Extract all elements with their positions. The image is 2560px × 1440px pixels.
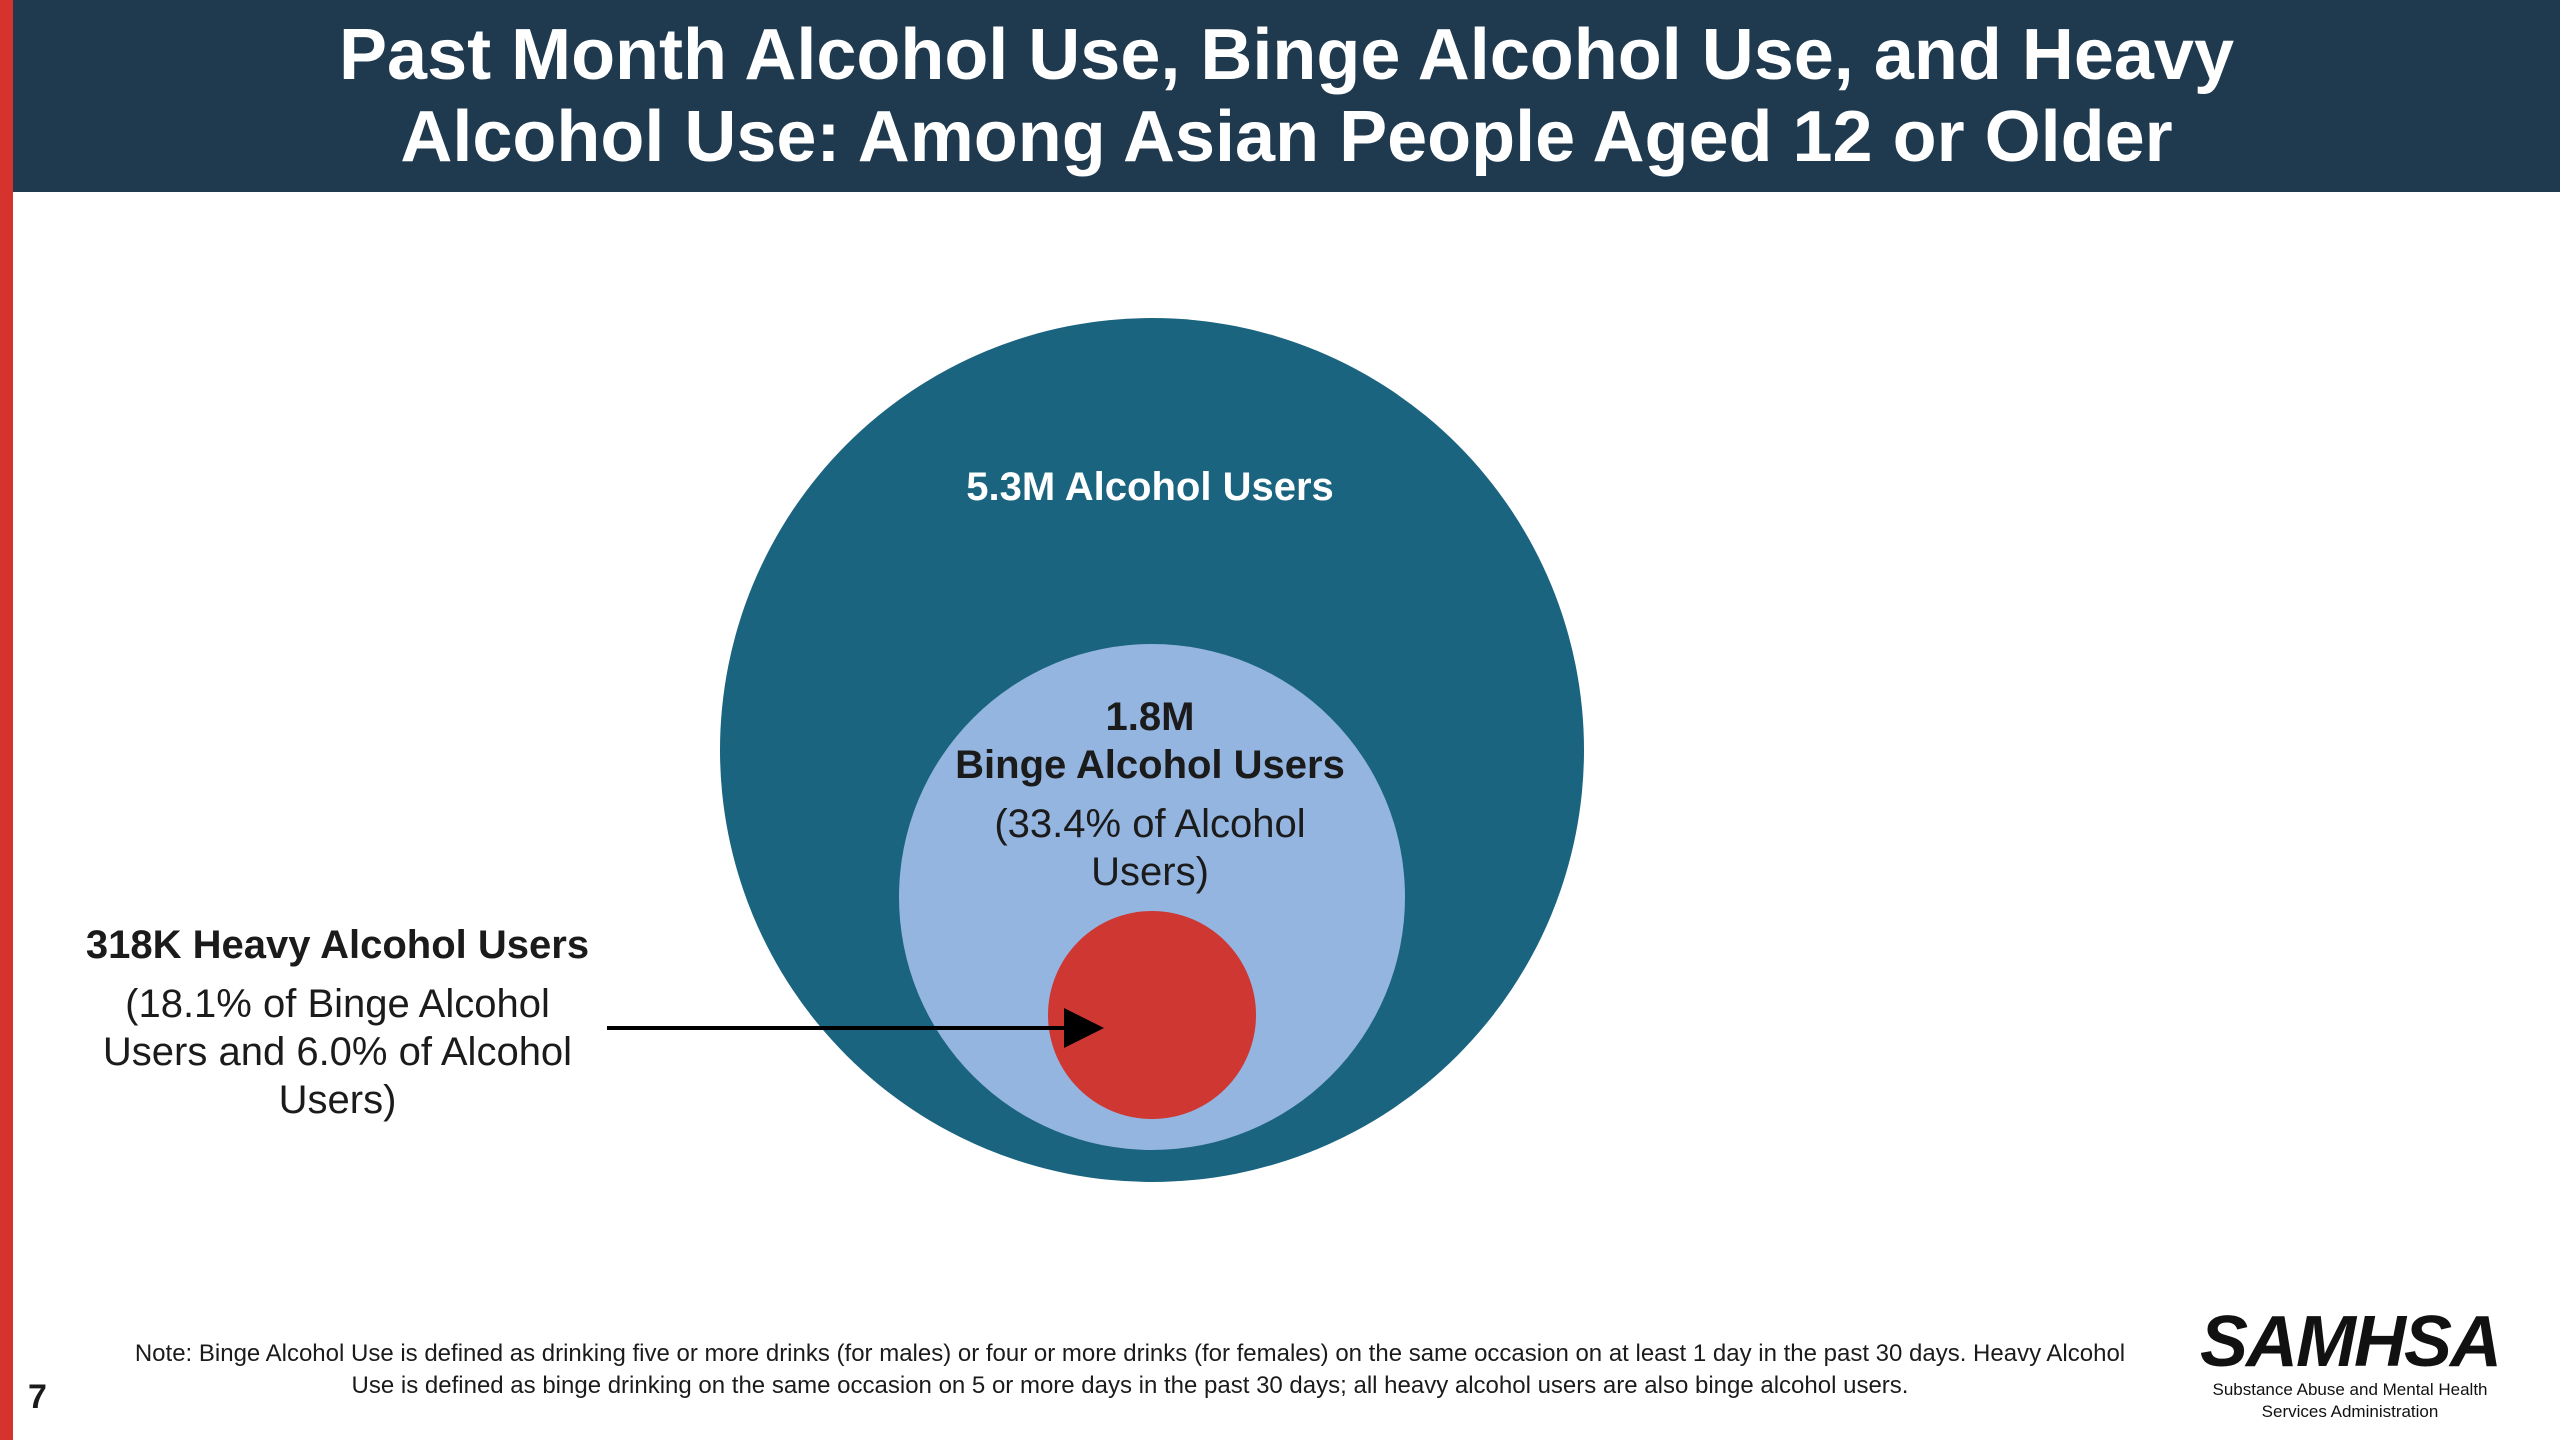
samhsa-logo: SAMHSA Substance Abuse and Mental Health… <box>2195 1305 2505 1423</box>
accent-bar <box>0 0 13 1440</box>
binge-users-label: Binge Alcohol Users <box>955 743 1345 787</box>
binge-users-percent: (33.4% of Alcohol Users) <box>994 802 1306 894</box>
binge-users-circle <box>899 644 1405 1150</box>
binge-users-value: 1.8M <box>1105 695 1195 739</box>
logo-subtitle: Substance Abuse and Mental Health Servic… <box>2212 1380 2488 1421</box>
footnote: Note: Binge Alcohol Use is defined as dr… <box>134 1340 2126 1399</box>
alcohol-users-label: 5.3M Alcohol Users <box>966 465 1334 509</box>
title-banner: Past Month Alcohol Use, Binge Alcohol Us… <box>13 0 2560 192</box>
heavy-users-label: 318K Heavy Alcohol Users <box>85 923 590 967</box>
heavy-users-circle <box>1048 911 1256 1119</box>
slide-title: Past Month Alcohol Use, Binge Alcohol Us… <box>339 15 2234 177</box>
heavy-users-percent: (18.1% of Binge Alcohol Users and 6.0% o… <box>102 982 573 1122</box>
page-number: 7 <box>28 1378 47 1416</box>
logo-wordmark: SAMHSA <box>2199 1302 2502 1382</box>
